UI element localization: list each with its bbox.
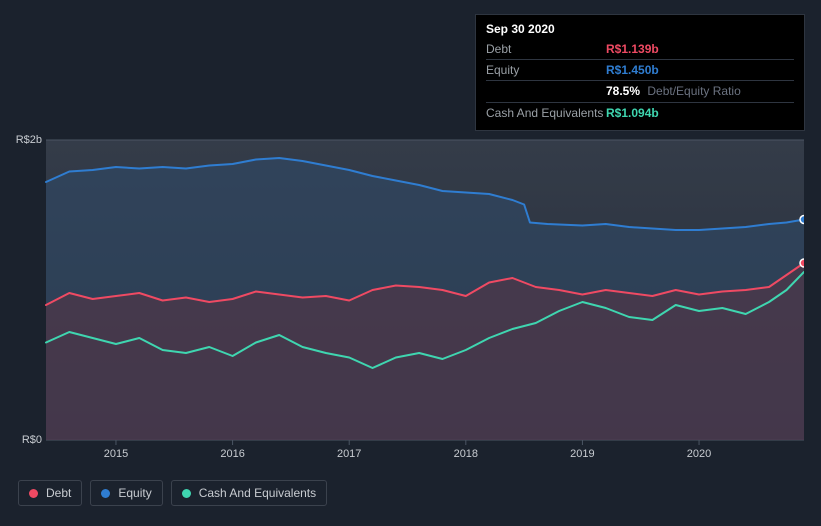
- tooltip-row-value: R$1.139b: [606, 40, 794, 59]
- tooltip-row-label: [486, 81, 606, 103]
- legend-item[interactable]: Debt: [18, 480, 82, 506]
- tooltip-row-value: 78.5% Debt/Equity Ratio: [606, 81, 794, 103]
- tooltip-table: DebtR$1.139bEquityR$1.450b78.5% Debt/Equ…: [486, 40, 794, 124]
- tooltip-row-label: Equity: [486, 59, 606, 81]
- legend-dot-icon: [182, 489, 191, 498]
- tooltip-row-label: Debt: [486, 40, 606, 59]
- x-axis-label: 2019: [570, 448, 594, 460]
- legend-item[interactable]: Cash And Equivalents: [171, 480, 327, 506]
- x-axis-label: 2015: [104, 448, 128, 460]
- legend-dot-icon: [101, 489, 110, 498]
- legend-item[interactable]: Equity: [90, 480, 162, 506]
- chart-svg: [18, 118, 804, 476]
- x-axis-label: 2020: [687, 448, 711, 460]
- tooltip-row-value: R$1.450b: [606, 59, 794, 81]
- legend-dot-icon: [29, 489, 38, 498]
- x-axis-label: 2018: [454, 448, 478, 460]
- tooltip-date: Sep 30 2020: [486, 21, 794, 38]
- legend-label: Equity: [118, 486, 151, 500]
- x-axis-label: 2017: [337, 448, 361, 460]
- legend-label: Debt: [46, 486, 71, 500]
- hover-tooltip: Sep 30 2020 DebtR$1.139bEquityR$1.450b78…: [475, 14, 805, 131]
- x-axis-label: 2016: [220, 448, 244, 460]
- debt-equity-chart[interactable]: R$0R$2b 201520162017201820192020: [18, 118, 804, 476]
- legend: Debt Equity Cash And Equivalents: [18, 480, 327, 506]
- legend-label: Cash And Equivalents: [199, 486, 316, 500]
- y-axis-label: R$2b: [2, 134, 42, 146]
- y-axis-label: R$0: [2, 434, 42, 446]
